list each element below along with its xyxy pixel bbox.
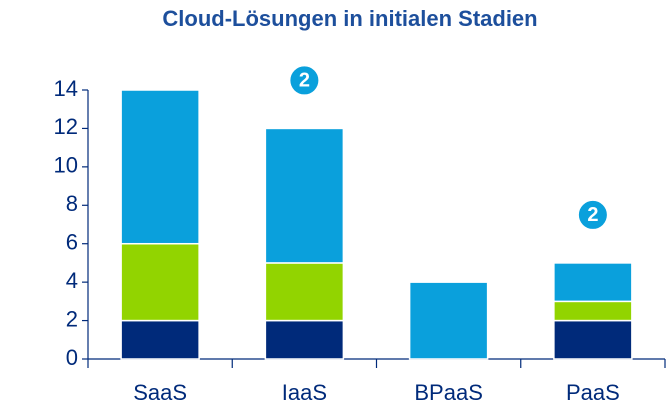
bar-segment (408, 281, 489, 360)
x-tick-label: BPaaS (414, 380, 483, 405)
annotation-badge (576, 198, 609, 231)
x-tick-label: PaaS (566, 380, 620, 405)
y-tick-label: 14 (54, 76, 78, 101)
y-tick-label: 2 (66, 306, 78, 331)
bar-segment (120, 319, 200, 360)
annotation-badge (288, 64, 321, 97)
annotation-text: 2 (299, 70, 310, 92)
annotation-text: 2 (587, 204, 598, 226)
y-tick-label: 10 (54, 153, 78, 178)
bar-segment (120, 89, 200, 245)
x-tick-label: SaaS (133, 380, 187, 405)
y-tick-label: 6 (66, 230, 78, 255)
y-tick-label: 8 (66, 191, 78, 216)
x-tick-label: IaaS (282, 380, 327, 405)
y-tick-label: 4 (66, 268, 78, 293)
bar-segment (264, 127, 345, 264)
bar-segment (120, 242, 200, 322)
bar-segment (264, 319, 345, 360)
bar-segment (553, 319, 633, 360)
y-tick-label: 0 (66, 345, 78, 370)
bar-segment (553, 300, 633, 322)
y-tick-label: 12 (54, 114, 78, 139)
bar-segment (264, 262, 345, 322)
bar-segment (553, 262, 633, 303)
chart-title: Cloud-Lösungen in initialen Stadien (162, 6, 537, 31)
